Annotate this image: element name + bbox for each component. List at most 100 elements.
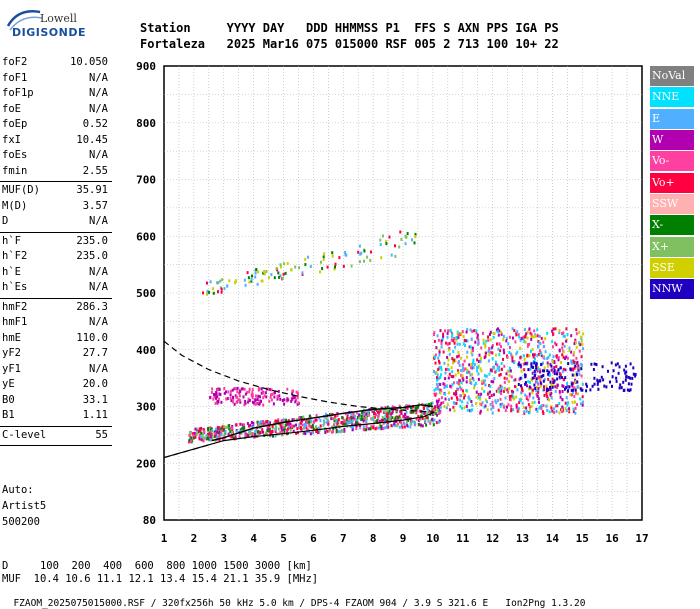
echo-point bbox=[571, 391, 574, 395]
echo-point bbox=[507, 390, 510, 394]
echo-point bbox=[568, 346, 571, 350]
echo-point bbox=[234, 435, 237, 439]
echo-point bbox=[446, 331, 449, 335]
auto-code: 500200 bbox=[2, 516, 40, 528]
echo-point bbox=[585, 389, 588, 393]
echo-point bbox=[536, 353, 539, 357]
echo-point bbox=[466, 370, 468, 374]
param-value: N/A bbox=[89, 362, 108, 375]
echo-point bbox=[561, 370, 564, 374]
echo-point bbox=[322, 419, 325, 423]
param-value: 235.0 bbox=[76, 250, 108, 262]
echo-point bbox=[542, 412, 545, 415]
echo-point bbox=[574, 364, 577, 368]
echo-point bbox=[560, 407, 563, 411]
echo-point bbox=[542, 361, 544, 365]
echo-point bbox=[324, 427, 327, 431]
echo-point bbox=[393, 418, 396, 422]
echo-point bbox=[455, 390, 457, 394]
echo-point bbox=[425, 423, 428, 427]
echo-point bbox=[425, 416, 428, 420]
echo-point bbox=[319, 427, 322, 430]
echo-point bbox=[280, 426, 283, 430]
echo-point bbox=[380, 418, 383, 422]
echo-point bbox=[377, 414, 380, 418]
echo-point bbox=[589, 388, 592, 392]
echo-point bbox=[433, 333, 435, 337]
profile-dashed-upper-line bbox=[163, 340, 435, 413]
echo-point bbox=[529, 331, 532, 335]
echo-point bbox=[543, 385, 545, 389]
echo-point bbox=[565, 396, 568, 400]
echo-point bbox=[426, 405, 429, 409]
echo-point bbox=[632, 372, 635, 376]
echo-point bbox=[480, 346, 483, 350]
echo-point bbox=[406, 232, 409, 236]
echo-point bbox=[244, 401, 247, 405]
echo-point bbox=[624, 364, 627, 368]
param-separator bbox=[0, 297, 112, 299]
echo-point bbox=[572, 381, 575, 385]
echo-point bbox=[385, 239, 388, 243]
distance-value: 1500 bbox=[216, 560, 249, 572]
echo-point bbox=[211, 387, 214, 391]
param-value: 20.0 bbox=[82, 378, 108, 390]
echo-point bbox=[539, 342, 542, 346]
distance-value: 200 bbox=[58, 560, 91, 572]
echo-point bbox=[261, 279, 264, 283]
echo-point bbox=[528, 405, 531, 409]
y-tick-label: 500 bbox=[136, 287, 156, 300]
echo-point bbox=[537, 345, 540, 349]
echo-point bbox=[238, 398, 241, 402]
echo-point bbox=[267, 276, 270, 279]
echo-point bbox=[258, 399, 261, 403]
echo-point bbox=[248, 280, 251, 284]
distance-value: 3000 bbox=[248, 560, 281, 572]
echo-point bbox=[517, 333, 520, 337]
echo-point bbox=[212, 397, 215, 401]
echo-point bbox=[240, 422, 243, 426]
echo-point bbox=[477, 393, 480, 396]
echo-point bbox=[503, 351, 506, 355]
echo-point bbox=[504, 387, 507, 391]
param-key: h`E bbox=[2, 265, 21, 278]
echo-point bbox=[223, 425, 226, 429]
echo-point bbox=[525, 395, 528, 399]
echo-point bbox=[538, 349, 541, 353]
echo-point bbox=[471, 408, 474, 412]
echo-point bbox=[534, 361, 537, 365]
echo-point bbox=[346, 421, 349, 425]
echo-point bbox=[439, 405, 442, 409]
echo-point bbox=[455, 392, 458, 396]
echo-point bbox=[562, 367, 565, 371]
echo-point bbox=[375, 413, 378, 417]
echo-point bbox=[555, 409, 558, 413]
echo-point bbox=[456, 381, 459, 385]
echo-point bbox=[407, 418, 409, 422]
echo-point bbox=[426, 403, 429, 407]
echo-point bbox=[379, 243, 382, 247]
echo-point bbox=[216, 400, 219, 403]
param-value: N/A bbox=[89, 215, 108, 227]
echo-point bbox=[581, 364, 583, 367]
echo-point bbox=[432, 423, 435, 427]
echo-point bbox=[336, 424, 339, 428]
echo-point bbox=[521, 387, 523, 391]
echo-point bbox=[572, 386, 575, 390]
echo-point bbox=[463, 396, 465, 400]
echo-point bbox=[475, 402, 478, 405]
echo-point bbox=[418, 416, 421, 420]
echo-point bbox=[277, 419, 280, 423]
echo-point bbox=[215, 396, 218, 400]
echo-point bbox=[503, 364, 506, 368]
distance-value: 600 bbox=[122, 560, 154, 572]
echo-point bbox=[505, 337, 508, 341]
echo-point bbox=[578, 341, 581, 345]
echo-point bbox=[573, 360, 576, 364]
echo-point bbox=[558, 402, 561, 405]
param-row: hmF2 286.3 bbox=[0, 301, 112, 317]
echo-point bbox=[465, 389, 468, 392]
echo-point bbox=[473, 329, 476, 333]
echo-point bbox=[380, 256, 383, 260]
echo-point bbox=[294, 400, 297, 404]
